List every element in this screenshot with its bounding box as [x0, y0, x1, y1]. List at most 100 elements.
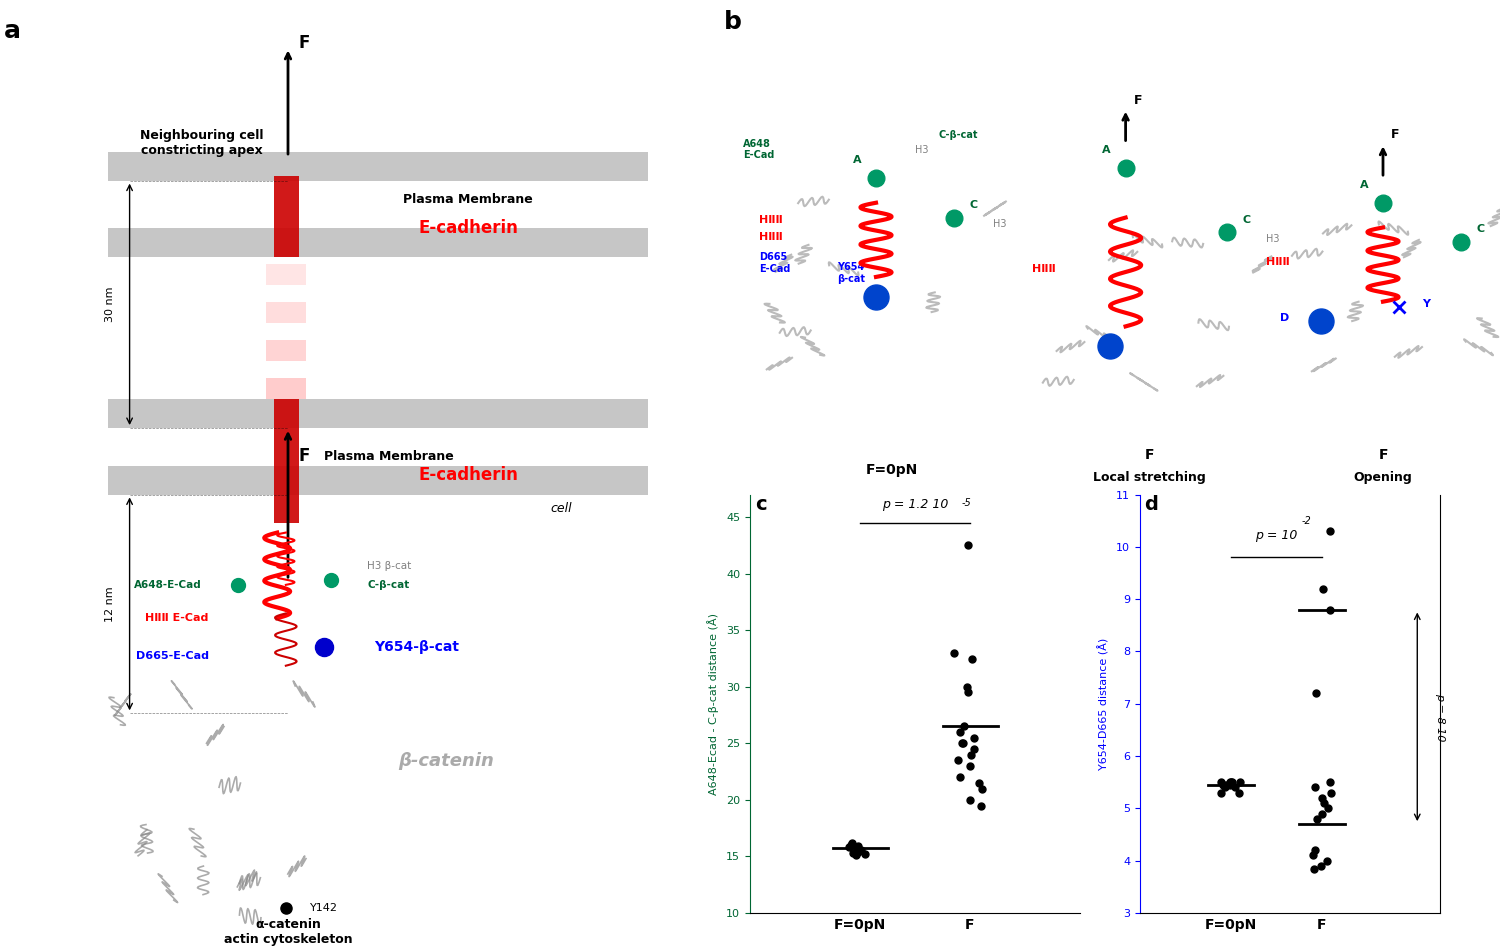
Point: [956, 679, 980, 694]
Text: F: F: [298, 34, 310, 51]
Point: [951, 736, 975, 751]
Text: F: F: [1390, 128, 1400, 142]
Point: [1318, 602, 1342, 617]
Text: -5: -5: [962, 498, 970, 508]
Point: [1220, 775, 1244, 790]
Point: [1227, 786, 1251, 801]
Text: -2: -2: [1302, 515, 1311, 526]
Text: E-cadherin: E-cadherin: [419, 467, 518, 484]
Text: C: C: [1242, 215, 1251, 224]
Text: F=0pN: F=0pN: [865, 463, 918, 476]
Point: [1318, 775, 1342, 790]
Text: D665-E-Cad: D665-E-Cad: [136, 651, 209, 661]
Point: [1304, 686, 1328, 701]
Text: p = 8 10: p = 8 10: [1436, 692, 1446, 741]
Point: [846, 844, 870, 859]
Text: A648
E-Cad: A648 E-Cad: [744, 139, 776, 161]
Text: D: D: [1280, 314, 1290, 323]
Bar: [267, 264, 306, 285]
Point: [1227, 775, 1251, 790]
Point: [1316, 801, 1340, 816]
Point: [956, 685, 980, 700]
Text: p = 1.2 10: p = 1.2 10: [882, 498, 948, 512]
Text: d: d: [1144, 495, 1158, 514]
Text: HⅡⅡ: HⅡⅡ: [759, 232, 783, 242]
Point: [1209, 786, 1233, 801]
Point: [1318, 524, 1342, 539]
Point: [1218, 775, 1242, 790]
Text: Y654-β-cat: Y654-β-cat: [375, 640, 459, 653]
Text: 12 nm: 12 nm: [105, 586, 116, 622]
Point: [1300, 848, 1324, 864]
Text: β-catenin: β-catenin: [399, 752, 495, 769]
Point: [1304, 780, 1328, 795]
Text: F: F: [1378, 448, 1388, 462]
Text: Local stretching: Local stretching: [1092, 471, 1206, 484]
Point: [1302, 861, 1326, 876]
Text: Y: Y: [1422, 299, 1430, 309]
Point: [968, 775, 992, 790]
Bar: [273, 176, 298, 257]
Text: H3: H3: [915, 146, 928, 155]
Point: [1209, 775, 1233, 790]
Text: A648-E-Cad: A648-E-Cad: [134, 580, 201, 590]
Point: [969, 798, 993, 813]
Text: HⅡⅡ E-Cad: HⅡⅡ E-Cad: [146, 613, 208, 623]
Bar: [267, 378, 306, 399]
Text: E-cadherin: E-cadherin: [419, 220, 518, 237]
Text: Plasma Membrane: Plasma Membrane: [324, 450, 453, 463]
Text: F: F: [1134, 94, 1142, 107]
Text: Opening: Opening: [1353, 471, 1413, 484]
Text: Y142: Y142: [309, 903, 338, 913]
Point: [839, 838, 862, 853]
Text: A: A: [852, 155, 861, 165]
Point: [1316, 853, 1340, 868]
Point: [846, 839, 870, 854]
Point: [958, 758, 982, 773]
Y-axis label: Y654-D665 distance (Å): Y654-D665 distance (Å): [1098, 637, 1110, 770]
Bar: [108, 228, 648, 257]
Text: H3: H3: [993, 220, 1006, 229]
Point: [849, 842, 873, 857]
Text: C-β-cat: C-β-cat: [939, 130, 978, 141]
Point: [837, 840, 861, 855]
Text: p = 10: p = 10: [1256, 529, 1298, 542]
Point: [1304, 843, 1328, 858]
Point: [956, 538, 980, 553]
Point: [1310, 790, 1334, 805]
Text: A: A: [1102, 146, 1112, 155]
Bar: [108, 152, 648, 181]
Point: [1220, 775, 1244, 790]
Bar: [267, 302, 306, 323]
Point: [960, 650, 984, 666]
Text: α-catenin
actin cytoskeleton: α-catenin actin cytoskeleton: [224, 919, 352, 946]
Text: C: C: [969, 200, 978, 210]
Text: F: F: [1144, 448, 1154, 462]
Point: [846, 844, 870, 860]
Point: [1224, 780, 1248, 795]
Text: HⅡⅡ: HⅡⅡ: [1032, 264, 1056, 274]
Point: [946, 752, 970, 767]
Point: [958, 747, 982, 763]
Point: [1218, 777, 1242, 792]
Point: [942, 645, 966, 660]
Point: [853, 846, 877, 862]
Point: [1318, 786, 1342, 801]
Point: [1308, 859, 1332, 874]
Point: [1215, 777, 1239, 792]
Point: [844, 841, 868, 856]
Text: Y654
β-cat: Y654 β-cat: [837, 262, 866, 284]
Point: [951, 736, 975, 751]
Text: HⅡⅡ: HⅡⅡ: [759, 215, 783, 224]
Text: H3: H3: [1266, 234, 1280, 244]
Bar: [108, 466, 648, 495]
Text: A: A: [1359, 180, 1368, 190]
Point: [1312, 795, 1336, 810]
Point: [1305, 811, 1329, 826]
Text: cell: cell: [550, 502, 573, 515]
Point: [843, 847, 867, 863]
Text: C-β-cat: C-β-cat: [368, 580, 410, 590]
Text: b: b: [724, 10, 742, 34]
Point: [958, 792, 982, 807]
Point: [969, 781, 993, 796]
